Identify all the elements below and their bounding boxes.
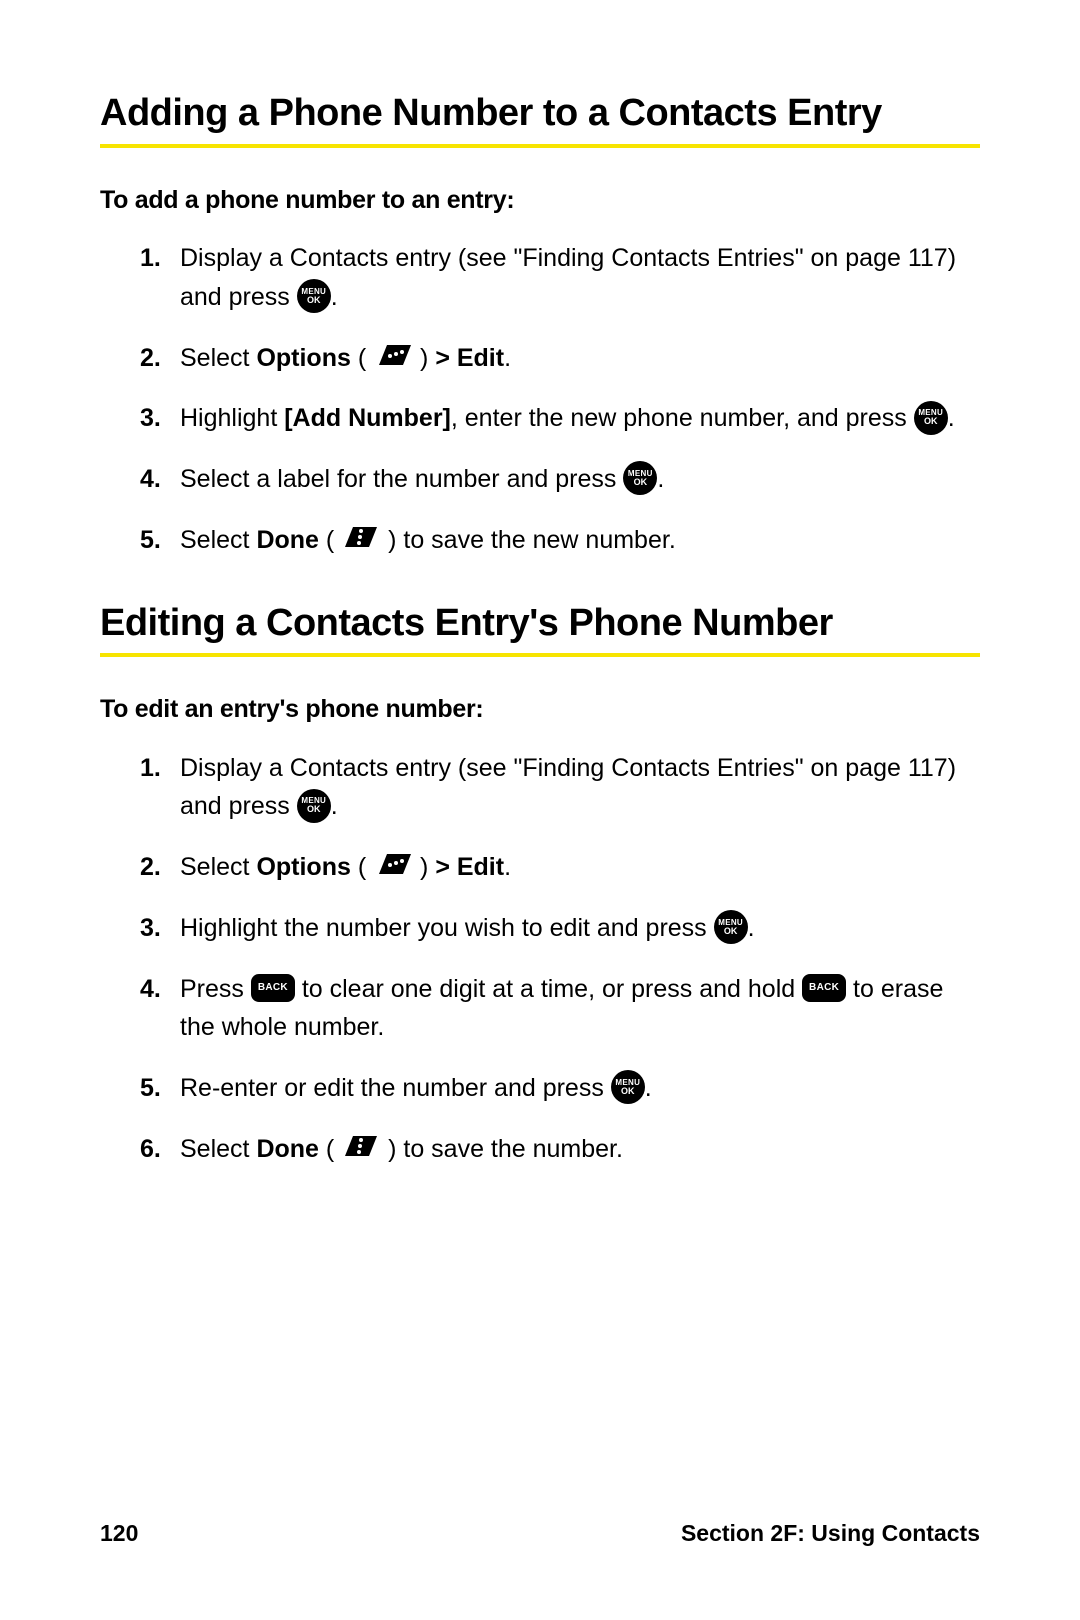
subheading-edit: To edit an entry's phone number:: [100, 691, 980, 729]
step-text: to clear one digit at a time, or press a…: [302, 975, 802, 1003]
list-item: Select Done ( ) to save the new number.: [140, 521, 980, 560]
bold-done: Done: [256, 1135, 319, 1163]
ok-label: OK: [634, 478, 648, 487]
list-item: Select Done ( ) to save the number.: [140, 1130, 980, 1169]
step-text: .: [657, 465, 664, 493]
bold-edit: > Edit: [435, 344, 504, 372]
steps-edit: Display a Contacts entry (see "Finding C…: [100, 749, 980, 1169]
step-text: ): [413, 344, 435, 372]
list-item: Re-enter or edit the number and press ME…: [140, 1069, 980, 1108]
menu-ok-icon: MENU OK: [297, 279, 331, 313]
menu-ok-icon: MENU OK: [611, 1070, 645, 1104]
page-number: 120: [100, 1516, 138, 1551]
bold-done: Done: [256, 526, 319, 554]
list-item: Highlight [Add Number], enter the new ph…: [140, 399, 980, 438]
back-key-icon: BACK: [251, 974, 295, 1002]
step-text: Highlight: [180, 404, 284, 432]
step-text: Select: [180, 853, 256, 881]
heading-editing-phone: Editing a Contacts Entry's Phone Number: [100, 600, 980, 658]
step-text: Select: [180, 344, 256, 372]
bold-edit: > Edit: [435, 853, 504, 881]
heading-adding-phone: Adding a Phone Number to a Contacts Entr…: [100, 90, 980, 148]
options-softkey-icon: [373, 343, 413, 371]
step-text: .: [645, 1074, 652, 1102]
ok-label: OK: [307, 805, 321, 814]
step-text: (: [319, 526, 341, 554]
step-text: Select a label for the number and press: [180, 465, 623, 493]
step-text: Highlight the number you wish to edit an…: [180, 914, 714, 942]
list-item: Select a label for the number and press …: [140, 460, 980, 499]
step-text: ) to save the new number.: [381, 526, 676, 554]
step-text: (: [319, 1135, 341, 1163]
step-text: .: [948, 404, 955, 432]
options-softkey-icon: [373, 852, 413, 880]
ok-label: OK: [621, 1087, 635, 1096]
step-text: ) to save the number.: [381, 1135, 623, 1163]
page-footer: 120 Section 2F: Using Contacts: [100, 1516, 980, 1551]
steps-add: Display a Contacts entry (see "Finding C…: [100, 239, 980, 560]
step-text: , enter the new phone number, and press: [451, 404, 914, 432]
list-item: Select Options ( ) > Edit.: [140, 339, 980, 378]
done-softkey-icon: [341, 525, 381, 553]
ok-label: OK: [307, 296, 321, 305]
step-text: Display a Contacts entry (see "Finding C…: [180, 754, 956, 821]
section-label: Section 2F: Using Contacts: [681, 1516, 980, 1551]
menu-ok-icon: MENU OK: [714, 910, 748, 944]
step-text: .: [504, 853, 511, 881]
step-text: ): [413, 853, 435, 881]
step-text: (: [351, 344, 373, 372]
bold-add-number: [Add Number]: [284, 404, 451, 432]
ok-label: OK: [724, 927, 738, 936]
step-text: .: [331, 792, 338, 820]
list-item: Press BACK to clear one digit at a time,…: [140, 970, 980, 1048]
bold-options: Options: [256, 344, 350, 372]
step-text: Select: [180, 526, 256, 554]
step-text: Display a Contacts entry (see "Finding C…: [180, 244, 956, 311]
step-text: (: [351, 853, 373, 881]
list-item: Highlight the number you wish to edit an…: [140, 909, 980, 948]
step-text: .: [748, 914, 755, 942]
list-item: Select Options ( ) > Edit.: [140, 848, 980, 887]
step-text: Re-enter or edit the number and press: [180, 1074, 611, 1102]
list-item: Display a Contacts entry (see "Finding C…: [140, 239, 980, 317]
menu-ok-icon: MENU OK: [297, 789, 331, 823]
step-text: Press: [180, 975, 251, 1003]
step-text: .: [331, 283, 338, 311]
step-text: .: [504, 344, 511, 372]
subheading-add: To add a phone number to an entry:: [100, 182, 980, 220]
menu-ok-icon: MENU OK: [623, 461, 657, 495]
back-key-icon: BACK: [802, 974, 846, 1002]
bold-options: Options: [256, 853, 350, 881]
ok-label: OK: [924, 417, 938, 426]
list-item: Display a Contacts entry (see "Finding C…: [140, 749, 980, 827]
done-softkey-icon: [341, 1134, 381, 1162]
step-text: Select: [180, 1135, 256, 1163]
menu-ok-icon: MENU OK: [914, 401, 948, 435]
